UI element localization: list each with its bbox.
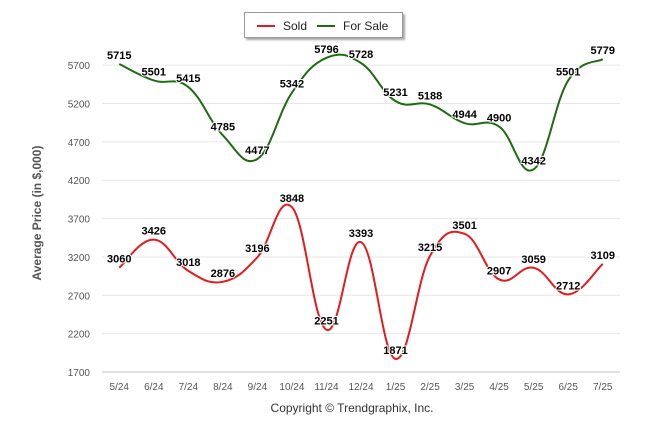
y-tick-label: 5200	[68, 100, 91, 111]
legend-item-for-sale[interactable]: For Sale	[317, 19, 388, 33]
y-tick-label: 3200	[68, 253, 91, 264]
y-axis-ticks: 1700 2200 2700 3200 3700 4200 4700 5200 5700	[68, 61, 91, 379]
x-tick-label: 11/24	[314, 382, 339, 393]
series-line-for-sale	[118, 53, 604, 172]
data-label-for-sale: 4944	[452, 109, 477, 121]
x-tick-label: 5/25	[524, 382, 544, 393]
data-label-for-sale: 5342	[280, 79, 304, 91]
data-label-sold: 3196	[245, 243, 269, 255]
data-labels: 3060 3426 3018 2876 3196 3848 2251 3393 1871 3215…	[106, 43, 616, 358]
data-label-for-sale: 4900	[487, 113, 511, 125]
data-label-sold: 2907	[487, 265, 511, 277]
data-label-for-sale: 5501	[142, 66, 166, 78]
data-label-for-sale: 4342	[521, 155, 545, 167]
data-label-for-sale: 5728	[349, 49, 373, 61]
x-tick-label: 6/25	[558, 382, 578, 393]
x-tick-label: 4/25	[489, 382, 509, 393]
x-tick-label: 9/24	[248, 382, 268, 393]
y-tick-label: 4700	[68, 138, 91, 149]
x-tick-label: 3/25	[455, 382, 475, 393]
data-label-for-sale: 5231	[383, 87, 407, 99]
data-label-sold: 3060	[107, 254, 131, 266]
legend-label-sold: Sold	[283, 19, 308, 33]
x-tick-label: 12/24	[348, 382, 373, 393]
x-tick-label: 5/24	[110, 382, 130, 393]
y-tick-label: 5700	[68, 61, 91, 72]
data-label-for-sale: 5188	[418, 90, 442, 102]
data-label-sold: 3215	[418, 242, 442, 254]
data-label-sold: 3059	[521, 254, 545, 266]
data-label-for-sale: 5501	[556, 66, 580, 78]
data-label-for-sale: 4477	[245, 145, 269, 157]
data-label-sold: 3109	[590, 250, 614, 262]
data-label-for-sale: 4785	[211, 121, 235, 133]
data-label-sold: 3426	[142, 226, 166, 238]
data-label-for-sale: 5415	[176, 73, 200, 85]
x-tick-label: 6/24	[144, 382, 164, 393]
data-label-sold: 1871	[383, 345, 407, 357]
x-tick-label: 7/24	[179, 382, 199, 393]
x-tick-label: 1/25	[386, 382, 406, 393]
copyright-footer: Copyright © Trendgraphix, Inc.	[271, 401, 434, 415]
y-tick-label: 2700	[68, 291, 91, 302]
data-label-sold: 3848	[280, 193, 304, 205]
y-tick-label: 1700	[68, 368, 91, 379]
series-lines	[118, 53, 604, 360]
data-label-sold: 2876	[211, 268, 235, 280]
legend-swatch-for-sale	[317, 25, 335, 27]
data-label-sold: 3501	[452, 220, 476, 232]
data-label-sold: 3393	[349, 228, 373, 240]
legend-swatch-sold	[257, 25, 275, 27]
legend-label-for-sale: For Sale	[343, 19, 389, 33]
x-axis-ticks: 5/24 6/24 7/24 8/24 9/24 10/24 11/24 12/24 1/25 2…	[110, 382, 613, 393]
x-tick-label: 2/25	[420, 382, 440, 393]
gridlines	[102, 64, 620, 335]
x-tick-label: 8/24	[213, 382, 233, 393]
data-label-for-sale: 5779	[590, 45, 614, 57]
data-label-sold: 2251	[314, 316, 338, 328]
data-label-sold: 3018	[176, 257, 200, 269]
legend-item-sold[interactable]: Sold	[257, 19, 307, 33]
y-tick-label: 2200	[68, 330, 91, 341]
x-tick-label: 10/24	[279, 382, 304, 393]
legend: Sold For Sale	[244, 12, 403, 38]
y-axis-title: Average Price (in $,000)	[30, 146, 44, 281]
y-tick-label: 3700	[68, 215, 91, 226]
data-label-for-sale: 5796	[314, 44, 338, 56]
y-tick-label: 4200	[68, 176, 91, 187]
series-line-sold	[118, 203, 604, 360]
x-tick-label: 7/25	[593, 382, 613, 393]
data-label-sold: 2712	[556, 280, 580, 292]
data-label-for-sale: 5715	[107, 50, 131, 62]
